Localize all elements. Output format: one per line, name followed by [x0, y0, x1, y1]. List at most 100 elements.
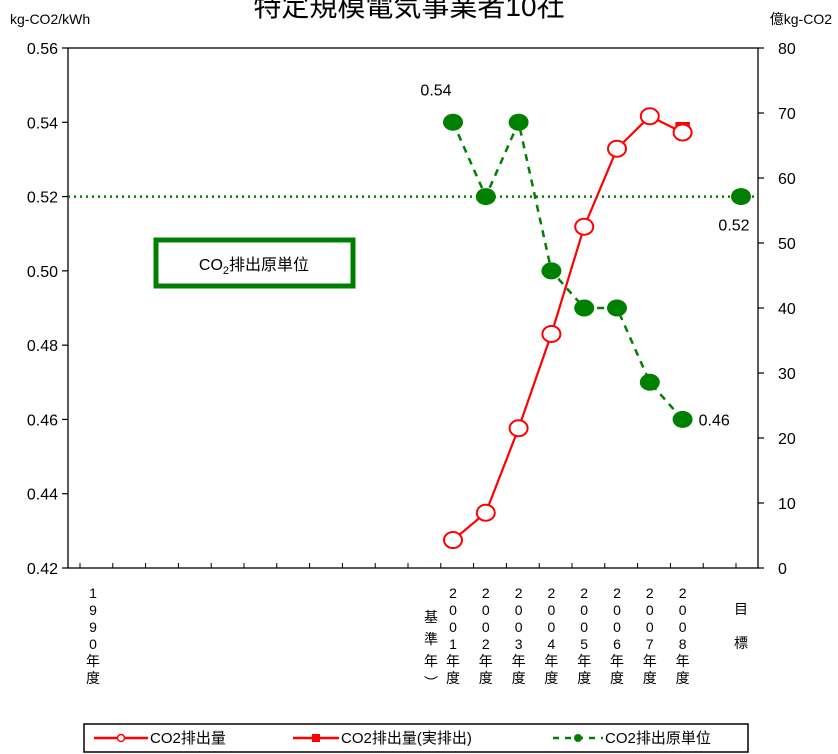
x-category-label-char: 1 — [449, 636, 457, 652]
x-category-label-char: 7 — [646, 636, 654, 652]
left-axis-unit: kg-CO2/kWh — [10, 11, 90, 27]
legend-swatch-marker — [312, 734, 320, 742]
x-category-label-char: 2 — [449, 585, 457, 601]
x-category-label-char: 0 — [613, 602, 621, 618]
right-tick-label: 0 — [778, 561, 787, 578]
x-category-label-char: 0 — [580, 602, 588, 618]
x-category-label-char: 0 — [449, 619, 457, 635]
x-category-label-char: 0 — [613, 619, 621, 635]
x-category-label-char: 準 — [424, 631, 438, 647]
intensity-point — [672, 410, 693, 428]
x-category-label-char: 2 — [580, 585, 588, 601]
x-category-label-char: 年 — [86, 653, 100, 669]
x-category-label-char: 0 — [646, 602, 654, 618]
legend-swatch-marker — [574, 734, 582, 742]
x-category-label-char: 0 — [548, 619, 556, 635]
x-category-label-char: 2 — [515, 585, 523, 601]
x-category-label-char: 0 — [515, 619, 523, 635]
x-category-label-char: 0 — [515, 602, 523, 618]
emission-point — [639, 107, 660, 126]
x-category-label-char: 1 — [89, 585, 97, 601]
left-tick-label: 0.54 — [27, 115, 58, 132]
intensity-point — [607, 299, 627, 317]
x-category-label-char: 9 — [89, 602, 97, 618]
emission-point — [541, 325, 562, 343]
series-markers — [443, 107, 751, 550]
intensity-point — [508, 113, 529, 131]
right-tick-label: 20 — [778, 431, 796, 448]
x-category-label-char: 度 — [577, 670, 591, 686]
x-category-label-char: 年 — [676, 653, 690, 669]
start-value-label: 0.54 — [420, 82, 451, 99]
x-category-label-char: 目 — [734, 601, 748, 617]
left-tick-label: 0.52 — [27, 190, 58, 207]
x-category-label-char: 度 — [676, 670, 690, 686]
x-category-label-char: 2 — [482, 636, 490, 652]
intensity-point — [475, 188, 496, 206]
emission-point — [574, 217, 595, 236]
emission-point — [475, 503, 496, 522]
x-category-label-char: 9 — [89, 619, 97, 635]
right-tick-label: 10 — [778, 496, 796, 513]
series-line-intensity — [451, 118, 684, 421]
x-category-label-char: 度 — [544, 670, 558, 686]
x-category-label-char: 度 — [512, 670, 526, 686]
x-category-label-char: 度 — [86, 670, 100, 686]
x-category-label-char: 2 — [679, 585, 687, 601]
legend: CO2排出量 CO2排出量(実排出) CO2排出原単位 — [83, 723, 749, 753]
emission-point — [607, 139, 627, 158]
x-category-label-char: 0 — [482, 602, 490, 618]
right-tick-label: 30 — [778, 366, 796, 383]
legend-swatch-marker — [116, 733, 126, 743]
x-category-label-char: 年 — [479, 653, 493, 669]
right-tick-label: 50 — [778, 236, 796, 253]
x-category-label-char: 年 — [512, 653, 526, 669]
x-category-label-char: 0 — [646, 619, 654, 635]
legend-label: CO2排出量 — [150, 730, 226, 747]
right-tick-label: 40 — [778, 301, 796, 318]
inset-label-box: CO2排出原単位 — [153, 237, 356, 289]
x-category-label-char: 2 — [548, 585, 556, 601]
intensity-point — [731, 188, 751, 206]
left-tick-label: 0.46 — [27, 412, 58, 429]
x-category-label-char: ︶ — [424, 675, 438, 691]
end-value-label: 0.46 — [699, 412, 730, 429]
left-tick-label: 0.42 — [27, 561, 58, 578]
chart-title: 特定規模電気事業者10社 — [253, 0, 564, 22]
x-category-label-char: 8 — [679, 636, 687, 652]
legend-item: CO2排出量 — [94, 730, 226, 747]
x-category-label-char: 6 — [613, 636, 621, 652]
intensity-point — [541, 262, 562, 280]
x-category-label-char: 5 — [580, 636, 588, 652]
x-category-label-char: 基 — [424, 609, 438, 625]
x-category-label-char: 度 — [446, 670, 460, 686]
legend-label: CO2排出原単位 — [605, 730, 711, 747]
x-category-label-char: 年 — [544, 653, 558, 669]
right-axis-unit: 億kg-CO2 — [770, 11, 832, 27]
left-axis-ticks: 0.42 0.44 0.46 0.48 0.50 0.52 0.54 0.56 — [27, 41, 68, 578]
legend-label: CO2排出量(実排出) — [341, 730, 472, 747]
x-category-label-char: 年 — [424, 653, 438, 669]
x-category-label-char: 0 — [548, 602, 556, 618]
intensity-point — [443, 113, 463, 131]
x-category-label-char: 年 — [610, 653, 624, 669]
right-tick-label: 80 — [778, 41, 796, 58]
x-category-label-char: 0 — [679, 619, 687, 635]
x-category-label-char: 3 — [515, 636, 523, 652]
emission-point — [672, 123, 693, 142]
x-axis-ticks — [79, 563, 737, 568]
x-category-label-char: 0 — [89, 636, 97, 652]
series-line-co2-emissions — [452, 114, 684, 541]
intensity-point — [639, 373, 660, 391]
x-category-label-char: 度 — [610, 670, 624, 686]
right-axis-ticks: 0 10 20 30 40 50 60 70 80 — [758, 41, 796, 578]
legend-item: CO2排出量(実排出) — [293, 730, 472, 747]
right-tick-label: 70 — [778, 106, 796, 123]
right-tick-label: 60 — [778, 171, 796, 188]
left-tick-label: 0.44 — [27, 487, 58, 504]
x-category-label-char: 0 — [449, 602, 457, 618]
x-category-label-char: 年 — [643, 653, 657, 669]
emission-point — [508, 419, 529, 438]
intensity-point — [574, 299, 595, 317]
